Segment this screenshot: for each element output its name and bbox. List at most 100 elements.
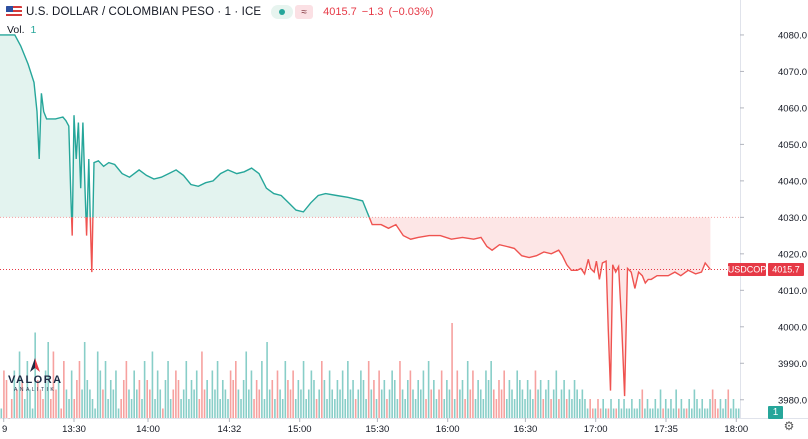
volume-bar <box>545 389 547 418</box>
volume-bar <box>313 380 315 418</box>
volume-bar <box>649 408 651 418</box>
volume-bar <box>513 399 516 418</box>
volume-bar <box>94 408 96 418</box>
area-fill-below <box>0 217 711 397</box>
volume-bar <box>208 399 211 418</box>
volume-bar <box>730 408 732 418</box>
volume-bar <box>576 389 578 418</box>
x-tick-label: 13:30 <box>62 424 86 435</box>
volume-bar <box>91 399 94 418</box>
volume-bar <box>373 380 375 418</box>
volume-bar <box>612 408 615 418</box>
volume-bar <box>360 370 362 418</box>
volume-bar <box>261 361 263 418</box>
volume-bar <box>34 332 36 418</box>
volume-bar <box>344 399 347 418</box>
volume-bar <box>565 399 568 418</box>
volume-bar <box>232 380 235 418</box>
volume-bar <box>651 408 654 418</box>
volume-bar <box>529 389 532 418</box>
volume-bar <box>524 399 526 418</box>
volume-bar <box>516 370 519 418</box>
volume-bar <box>417 380 420 418</box>
x-tick-label: 15:30 <box>366 424 390 435</box>
y-tick-label: 4030.0 <box>778 213 807 224</box>
volume-bar <box>190 380 193 418</box>
volume-bar <box>13 370 16 418</box>
volume-bar <box>83 342 86 418</box>
y-tick-label: 4020.0 <box>778 249 807 260</box>
volume-bar <box>89 389 91 418</box>
volume-bar <box>284 361 287 418</box>
volume-bar <box>498 380 500 418</box>
volume-bar <box>193 389 195 418</box>
volume-bar <box>201 351 203 418</box>
volume-bar <box>250 370 253 418</box>
volume-bar <box>120 399 122 418</box>
pane-badge[interactable]: 1 <box>768 406 783 419</box>
volume-bar <box>685 408 688 418</box>
volume-bar <box>552 389 555 418</box>
volume-bar <box>310 370 313 418</box>
volume-bar <box>560 389 563 418</box>
volume-bar <box>558 399 560 418</box>
quote-readout: 4015.7 −1.3 (−0.03%) <box>323 6 438 18</box>
volume-bar <box>219 399 221 418</box>
volume-bar <box>18 351 21 418</box>
y-tick-label: 4000.0 <box>778 322 807 333</box>
volume-bar <box>221 380 224 418</box>
gear-icon[interactable]: ⚙ <box>783 419 795 433</box>
volume-bar <box>638 399 641 418</box>
volume-bar <box>659 389 662 418</box>
volume-bar <box>341 370 344 418</box>
volume-bar <box>690 408 693 418</box>
volume-bar <box>490 361 492 418</box>
dot-indicator-icon[interactable] <box>271 5 294 19</box>
volume-bar <box>633 408 636 418</box>
volume-bar <box>406 380 409 418</box>
logo-subtitle: ANALITIK <box>14 387 57 393</box>
volume-bar <box>195 370 198 418</box>
volume-bar <box>242 380 245 418</box>
volume-bar <box>511 389 513 418</box>
wave-indicator-icon[interactable]: ≈ <box>295 5 314 19</box>
price-line-down <box>70 217 711 397</box>
volume-bar <box>211 370 214 418</box>
volume-bar <box>55 389 57 418</box>
volume-bar <box>297 380 300 418</box>
volume-bar <box>268 389 271 418</box>
last-price: 4015.7 <box>323 6 357 18</box>
volume-bar <box>628 408 631 418</box>
volume-bar <box>670 399 672 418</box>
volume-bar <box>591 408 594 418</box>
volume-bar <box>693 389 696 418</box>
volume-bar <box>662 408 664 418</box>
volume-bar <box>125 361 128 418</box>
volume-bar <box>318 389 320 418</box>
volume-bar <box>229 370 232 418</box>
volume-bar <box>391 370 393 418</box>
volume-bar <box>435 399 438 418</box>
volume-bar <box>180 399 182 418</box>
volume-legend[interactable]: Vol. 1 <box>7 24 36 36</box>
symbol-title[interactable]: U.S. DOLLAR / COLOMBIAN PESO · 1 · ICE <box>26 6 262 18</box>
x-tick-label: 14:00 <box>136 424 160 435</box>
volume-bar <box>724 399 727 418</box>
volume-bar <box>60 408 63 418</box>
volume-bar <box>44 370 47 418</box>
volume-label: Vol. <box>7 24 25 36</box>
volume-bar <box>615 408 618 418</box>
volume-bar <box>605 408 607 418</box>
volume-bar <box>453 399 456 418</box>
volume-bar <box>461 380 464 418</box>
volume-bar <box>482 399 485 418</box>
volume-bar <box>555 370 558 418</box>
price-tag: 4015.7 <box>772 265 800 275</box>
volume-bar <box>237 389 240 418</box>
volume-bar <box>466 361 469 418</box>
volume-bar <box>396 399 399 418</box>
volume-bar <box>292 370 294 418</box>
volume-bar <box>16 389 18 418</box>
volume-bar <box>31 408 34 418</box>
